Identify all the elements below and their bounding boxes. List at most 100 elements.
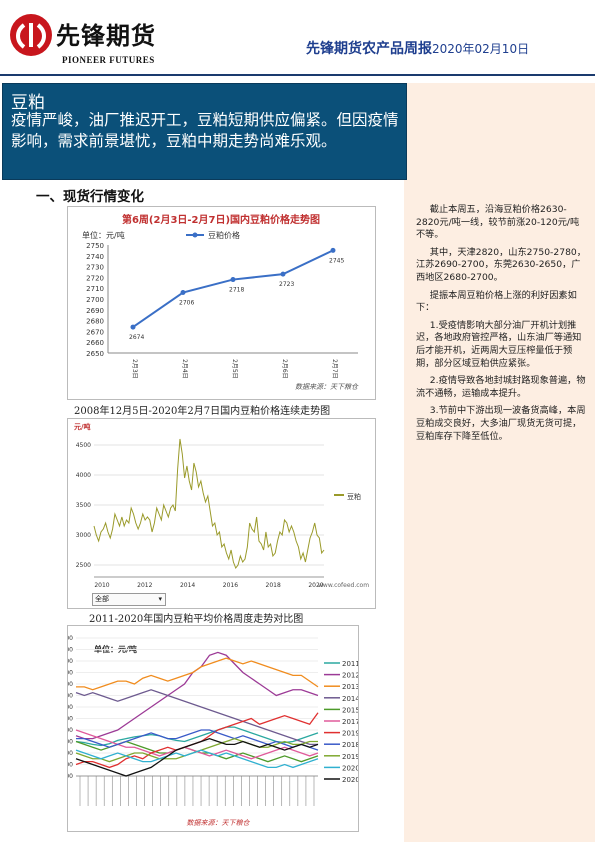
- legend-label: 2014年: [342, 694, 358, 703]
- legend-swatch: [334, 494, 344, 496]
- side-panel: [404, 83, 595, 842]
- data-label: 2706: [179, 300, 194, 307]
- legend-marker: [192, 232, 198, 238]
- side-paragraph: 截止本周五，沿海豆粕价格2630-2820元/吨一线，较节前涨20-120元/吨…: [416, 204, 580, 241]
- side-paragraph: 2.疫情导致各地封城封路现象普遍，物流不通畅，运输成本提升。: [416, 375, 586, 399]
- series-line: [75, 749, 319, 769]
- y-tick-label: 2660: [86, 339, 104, 347]
- legend-label: 2019年: [342, 729, 358, 738]
- x-tick-label: 2018: [266, 582, 281, 589]
- legend-label: 2020年: [342, 775, 358, 784]
- data-point: [230, 277, 236, 283]
- y-tick-label: 2400: [68, 773, 73, 780]
- logo-icon: [10, 14, 52, 56]
- chevron-down-icon: ▾: [158, 595, 162, 603]
- y-tick-label: 4400: [68, 658, 73, 665]
- data-point: [180, 290, 186, 296]
- y-tick-label: 2730: [86, 264, 104, 272]
- side-paragraph: 3.节前中下游出现一波备货高峰，本周豆粕成交良好，大多油厂现货无货可提，豆粕库存…: [416, 405, 586, 442]
- report-title: 先锋期货农产品周报2020年02月10日: [306, 38, 529, 58]
- weekly-price-chart-svg: 第6周(2月3日-2月7日)国内豆粕价格走势图 单位：元/吨 豆粕价格 2650…: [82, 213, 359, 391]
- x-tick-label: 2月7日: [331, 359, 338, 379]
- y-tick-label: 4500: [76, 442, 91, 449]
- x-tick-label: 2010: [94, 582, 109, 589]
- chart-source: 数据来源：天下粮仓: [187, 819, 251, 827]
- series-line: [75, 712, 319, 769]
- side-commentary: 截止本周五，沿海豆粕价格2630-2820元/吨一线，较节前涨20-120元/吨…: [416, 204, 588, 448]
- side-paragraph: 1.受疫情影响大部分油厂开机计划推迟，各地政府管控严格，山东油厂等通知后才能开机…: [416, 319, 582, 369]
- legend-label: 2019年: [342, 752, 358, 761]
- series-line: [75, 689, 318, 746]
- y-tick-label: 3800: [68, 693, 73, 700]
- data-label: 2745: [329, 257, 344, 264]
- legend-label: 2017年: [342, 717, 358, 726]
- y-tick-label: 2690: [86, 307, 104, 315]
- y-tick-label: 2750: [86, 242, 104, 250]
- y-tick-label: 2680: [86, 318, 104, 326]
- legend-label: 2018年: [342, 740, 358, 749]
- logo-english-name: PIONEER FUTURES: [62, 55, 155, 65]
- data-label: 2674: [129, 334, 144, 341]
- x-tick-label: 2月5日: [231, 359, 238, 379]
- series-line: [93, 438, 325, 570]
- data-label: 2723: [279, 281, 294, 288]
- y-tick-label: 2800: [68, 750, 73, 757]
- chart-source: 数据来源：天下粮仓: [295, 383, 359, 391]
- y-tick-label: 2710: [86, 285, 104, 293]
- legend-label: 豆粕价格: [208, 230, 240, 240]
- chart-unit-label: 元/吨: [74, 422, 91, 431]
- data-point: [130, 324, 136, 330]
- logo-chinese-name: 先锋期货: [56, 21, 156, 50]
- x-tick-label: 2月3日: [131, 359, 138, 379]
- legend-label: 2011年: [342, 659, 358, 668]
- data-label: 2718: [229, 287, 244, 294]
- data-point: [330, 247, 336, 253]
- y-tick-label: 4000: [68, 681, 73, 688]
- report-date: 2020年02月10日: [432, 42, 530, 56]
- y-tick-label: 2720: [86, 274, 104, 282]
- y-tick-label: 3200: [68, 727, 73, 734]
- series-line: [76, 729, 319, 751]
- y-tick-label: 4200: [68, 670, 73, 677]
- legend-label: 2012年: [342, 671, 358, 680]
- summary-box: 豆粕 疫情严峻，油厂推迟开工，豆粕短期供应偏紧。但因疫情影响，需求前景堪忧，豆粕…: [2, 83, 407, 180]
- historical-price-chart-svg: 元/吨 2500 3000 3500 4000 4500 2010 2012 2014 2016…: [74, 422, 369, 589]
- chart3-caption: 2011-2020年国内豆粕平均价格周度走势对比图: [89, 614, 304, 625]
- x-tick-label: 2020: [308, 582, 323, 589]
- chart2-caption: 2008年12月5日-2020年2月7日国内豆粕价格连续走势图: [74, 406, 331, 417]
- y-tick-label: 2650: [86, 350, 104, 358]
- x-tick-label: 2012: [137, 582, 152, 589]
- y-tick-label: 2670: [86, 328, 104, 336]
- yearly-comparison-chart: 单位：元/吨 240026002800300032003400360038004…: [58, 625, 367, 832]
- chart-title: 第6周(2月3日-2月7日)国内豆粕价格走势图: [122, 213, 320, 226]
- header-divider: [0, 74, 595, 76]
- x-tick-label: 2016: [223, 582, 238, 589]
- weekly-price-chart: 第6周(2月3日-2月7日)国内豆粕价格走势图 单位：元/吨 豆粕价格 2650…: [67, 206, 376, 400]
- summary-title: 豆粕: [11, 93, 45, 113]
- legend-label: 豆粕: [347, 492, 361, 501]
- y-tick-label: 3400: [68, 716, 73, 723]
- y-tick-label: 4000: [76, 472, 91, 479]
- y-tick-label: 4600: [68, 647, 73, 654]
- y-tick-label: 2700: [86, 296, 104, 304]
- report-title-text: 先锋期货农产品周报: [306, 41, 432, 57]
- y-tick-label: 2600: [68, 762, 73, 769]
- series-line: [75, 737, 319, 777]
- historical-price-chart: 元/吨 2500 3000 3500 4000 4500 2010 2012 2014 2016…: [67, 418, 376, 609]
- series-line: [76, 657, 319, 691]
- chart-url: www.cofeed.com: [318, 582, 369, 589]
- side-paragraph: 提振本周豆粕价格上涨的利好因素如下：: [416, 289, 577, 314]
- y-tick-label: 3000: [76, 532, 91, 539]
- range-select[interactable]: 全部 ▾: [92, 593, 166, 606]
- summary-text: 疫情严峻，油厂推迟开工，豆粕短期供应偏紧。但因疫情影响，需求前景堪忧，豆粕中期走…: [11, 111, 399, 150]
- range-select-value: 全部: [95, 595, 109, 603]
- yearly-comparison-chart-svg: 单位：元/吨 240026002800300032003400360038004…: [58, 635, 367, 827]
- x-tick-label: 2月6日: [281, 359, 288, 379]
- chart-unit-label: 单位：元/吨: [82, 230, 125, 240]
- y-tick-label: 2500: [76, 562, 91, 569]
- y-tick-label: 3000: [68, 739, 73, 746]
- side-paragraph: 其中，天津2820，山东2750-2780，江苏2690-2700，东莞2630…: [416, 246, 586, 283]
- y-tick-label: 2740: [86, 253, 104, 261]
- legend-label: 2020年: [342, 763, 358, 772]
- y-tick-label: 3500: [76, 502, 91, 509]
